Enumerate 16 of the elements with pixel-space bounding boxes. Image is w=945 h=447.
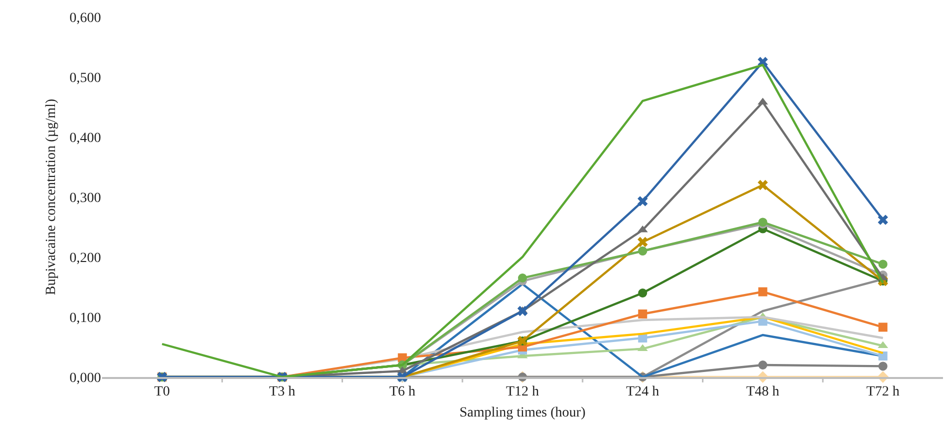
y-tick-label: 0,100 bbox=[70, 310, 101, 326]
y-tick-label: 0,300 bbox=[70, 190, 101, 206]
y-tick-label: 0,600 bbox=[70, 10, 101, 26]
y-tick-label: 0,000 bbox=[70, 370, 101, 386]
x-tick-label: T12 h bbox=[506, 384, 540, 400]
y-tick-label: 0,500 bbox=[70, 70, 101, 86]
x-tick-label: T6 h bbox=[389, 384, 416, 400]
y-tick-label: 0,200 bbox=[70, 250, 101, 266]
x-tick-label: T0 bbox=[154, 384, 170, 400]
x-tick-label: T24 h bbox=[626, 384, 660, 400]
y-axis-title: Bupivacaine concentration (µg/ml) bbox=[44, 98, 60, 296]
x-tick-label: T3 h bbox=[269, 384, 296, 400]
x-tick-label: T48 h bbox=[746, 384, 780, 400]
x-tick-label: T72 h bbox=[866, 384, 900, 400]
x-axis-title: Sampling times (hour) bbox=[460, 405, 586, 420]
y-tick-label: 0,400 bbox=[70, 130, 101, 146]
